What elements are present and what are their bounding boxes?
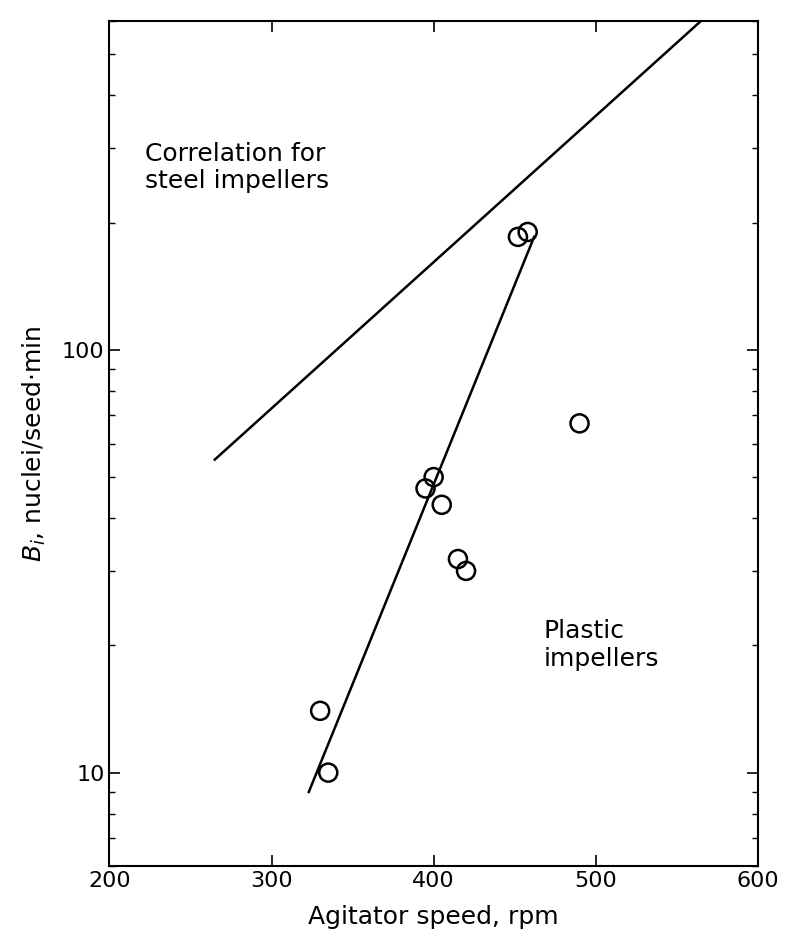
Point [314,703,326,718]
Point [511,229,524,244]
Point [322,765,334,780]
Point [522,224,534,239]
Point [451,551,464,566]
Y-axis label: $B_i$, nuclei/seed$\cdot$min: $B_i$, nuclei/seed$\cdot$min [21,326,48,561]
X-axis label: Agitator speed, rpm: Agitator speed, rpm [308,905,559,929]
Point [573,416,586,431]
Text: Plastic
impellers: Plastic impellers [544,619,659,672]
Point [460,563,473,579]
Text: Correlation for
steel impellers: Correlation for steel impellers [145,142,329,194]
Point [427,469,440,484]
Point [435,497,448,512]
Point [419,481,432,496]
